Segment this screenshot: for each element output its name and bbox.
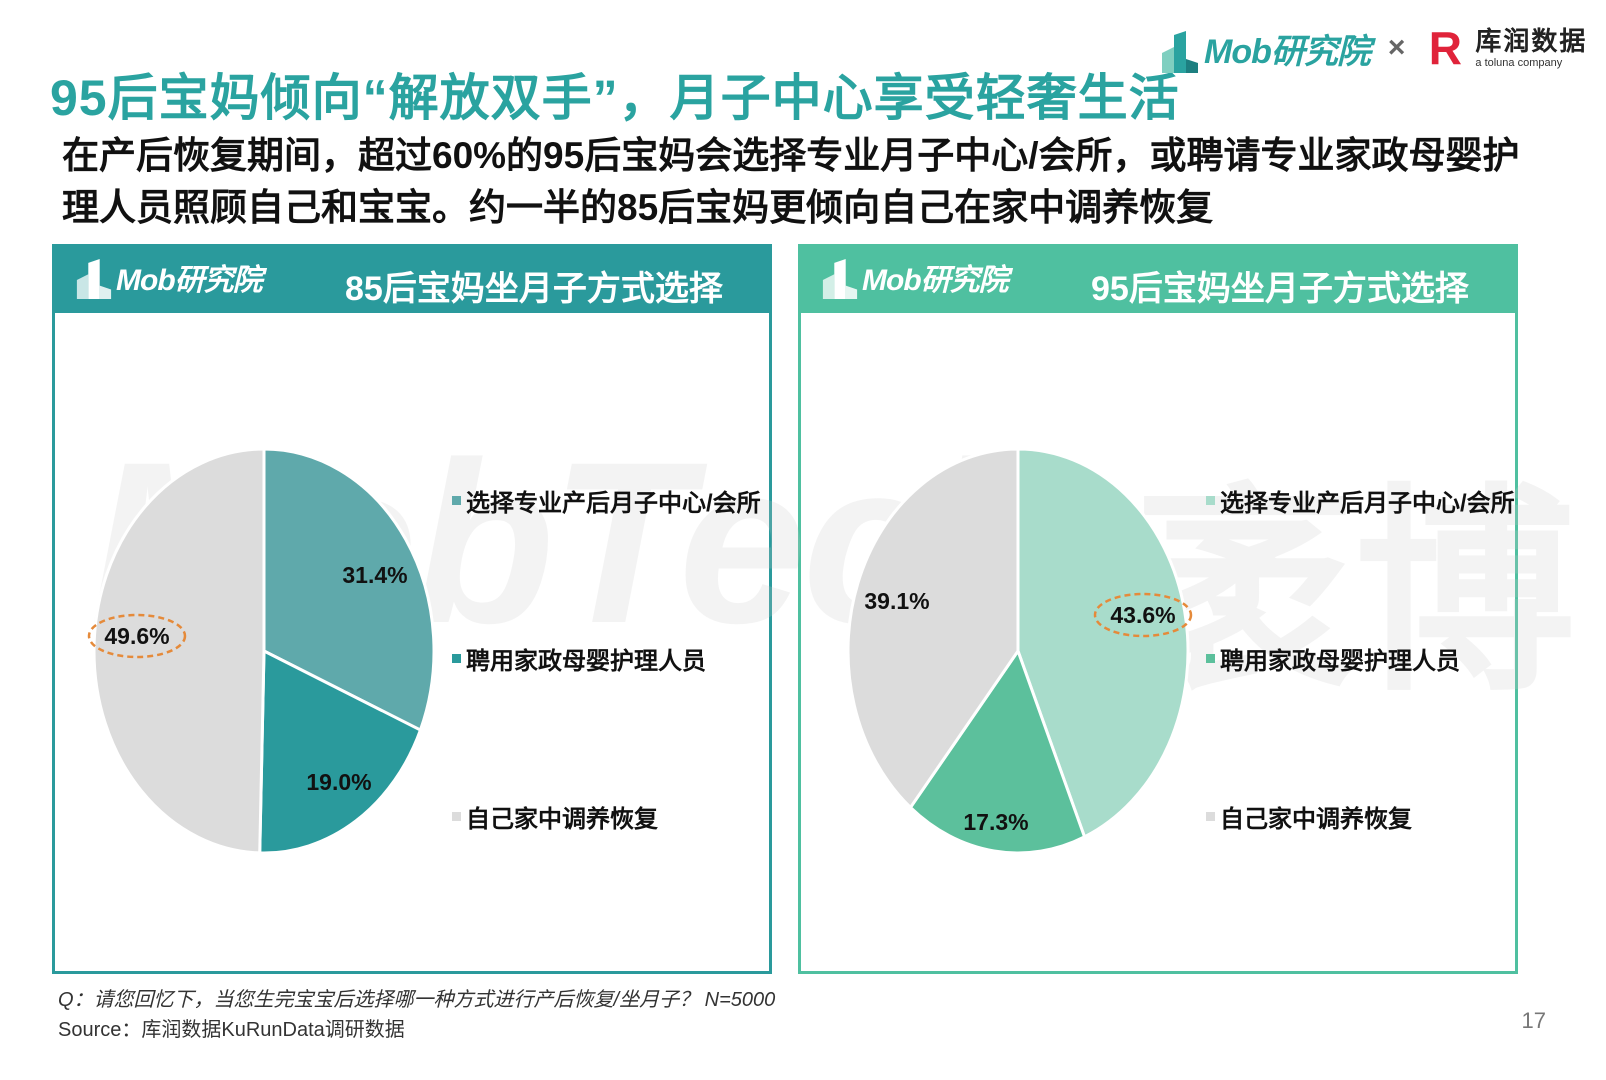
data-label-85-0: 31.4% bbox=[342, 562, 407, 588]
pie-slice-95-2 bbox=[846, 447, 1020, 810]
legend-label-95-1: 聘用家政母婴护理人员 bbox=[1220, 647, 1460, 675]
legend-swatch-85-1 bbox=[452, 654, 461, 663]
panel-logo-95: Mob研究院 bbox=[821, 255, 1009, 299]
mob-logo: Mob研究院 bbox=[1160, 24, 1371, 73]
legend-swatch-95-1 bbox=[1206, 654, 1215, 663]
pie-slice-85-2 bbox=[92, 447, 266, 855]
legend-label-95-0: 选择专业产后月子中心/会所 bbox=[1220, 489, 1515, 517]
legend-swatch-85-2 bbox=[452, 812, 461, 821]
legend-label-85-0: 选择专业产后月子中心/会所 bbox=[466, 489, 761, 517]
data-label-85-2: 49.6% bbox=[104, 623, 169, 649]
data-label-95-0: 43.6% bbox=[1110, 602, 1175, 628]
highlight-ellipse-95 bbox=[1093, 592, 1193, 638]
data-label-95-1: 17.3% bbox=[963, 809, 1028, 835]
mob-building-icon bbox=[1162, 30, 1198, 73]
panel-header-95: Mob研究院 95后宝妈坐月子方式选择 bbox=[801, 247, 1515, 313]
chart-title-95: 95后宝妈坐月子方式选择 bbox=[1091, 270, 1469, 308]
panel-header-85: Mob研究院 85后宝妈坐月子方式选择 bbox=[55, 247, 769, 313]
page-number: 17 bbox=[1521, 1008, 1546, 1033]
times-symbol: × bbox=[1387, 31, 1406, 64]
mob-building-icon bbox=[76, 259, 112, 299]
footnote: Q：请您回忆下，当您生完宝宝后选择哪一种方式进行产后恢复/坐月子？ N=5000… bbox=[58, 985, 775, 1045]
mob-logo-text: Mob研究院 bbox=[1204, 32, 1371, 71]
legend-swatch-95-0 bbox=[1206, 496, 1215, 505]
legend-swatch-85-0 bbox=[452, 496, 461, 505]
chart-panel-85: Mob研究院 85后宝妈坐月子方式选择 bbox=[52, 244, 772, 974]
panel-logo-text: Mob研究院 bbox=[116, 264, 263, 297]
footnote-source: Source：库润数据KuRunData调研数据 bbox=[58, 1019, 405, 1041]
page-subtitle: 在产后恢复期间，超过60%的95后宝妈会选择专业月子中心/会所，或聘请专业家政母… bbox=[62, 135, 1520, 228]
pie-slice-85-0 bbox=[262, 447, 436, 733]
kurun-name-cn: 库润数据 bbox=[1475, 25, 1588, 56]
data-label-95-2: 39.1% bbox=[864, 588, 929, 614]
mob-building-icon bbox=[822, 259, 858, 299]
kurun-r-icon: R bbox=[1428, 22, 1462, 74]
chart-title-85: 85后宝妈坐月子方式选择 bbox=[345, 270, 723, 308]
panel-logo-85: Mob研究院 bbox=[75, 255, 263, 299]
page-title: 95后宝妈倾向“解放双手”，月子中心享受轻奢生活 bbox=[50, 70, 1180, 126]
kurun-name-en: a toluna company bbox=[1475, 56, 1563, 69]
legend-label-85-1: 聘用家政母婴护理人员 bbox=[466, 647, 706, 675]
pie-slice-95-0 bbox=[1016, 447, 1190, 839]
footnote-question: Q：请您回忆下，当您生完宝宝后选择哪一种方式进行产后恢复/坐月子？ N=5000 bbox=[58, 989, 776, 1011]
legend-label-95-2: 自己家中调养恢复 bbox=[1220, 805, 1413, 833]
data-label-85-1: 19.0% bbox=[306, 769, 371, 795]
legend-label-85-2: 自己家中调养恢复 bbox=[466, 805, 659, 833]
chart-panel-95: Mob研究院 95后宝妈坐月子方式选择 bbox=[798, 244, 1518, 974]
pie-slice-85-1 bbox=[258, 648, 423, 855]
panel-logo-text: Mob研究院 bbox=[862, 264, 1009, 297]
kurun-logo: R 库润数据 a toluna company bbox=[1423, 22, 1588, 74]
pie-slice-95-1 bbox=[908, 647, 1087, 855]
brand-header: Mob研究院 × R 库润数据 a toluna company bbox=[1160, 20, 1587, 76]
highlight-ellipse-85 bbox=[87, 613, 187, 659]
legend-swatch-95-2 bbox=[1206, 812, 1215, 821]
